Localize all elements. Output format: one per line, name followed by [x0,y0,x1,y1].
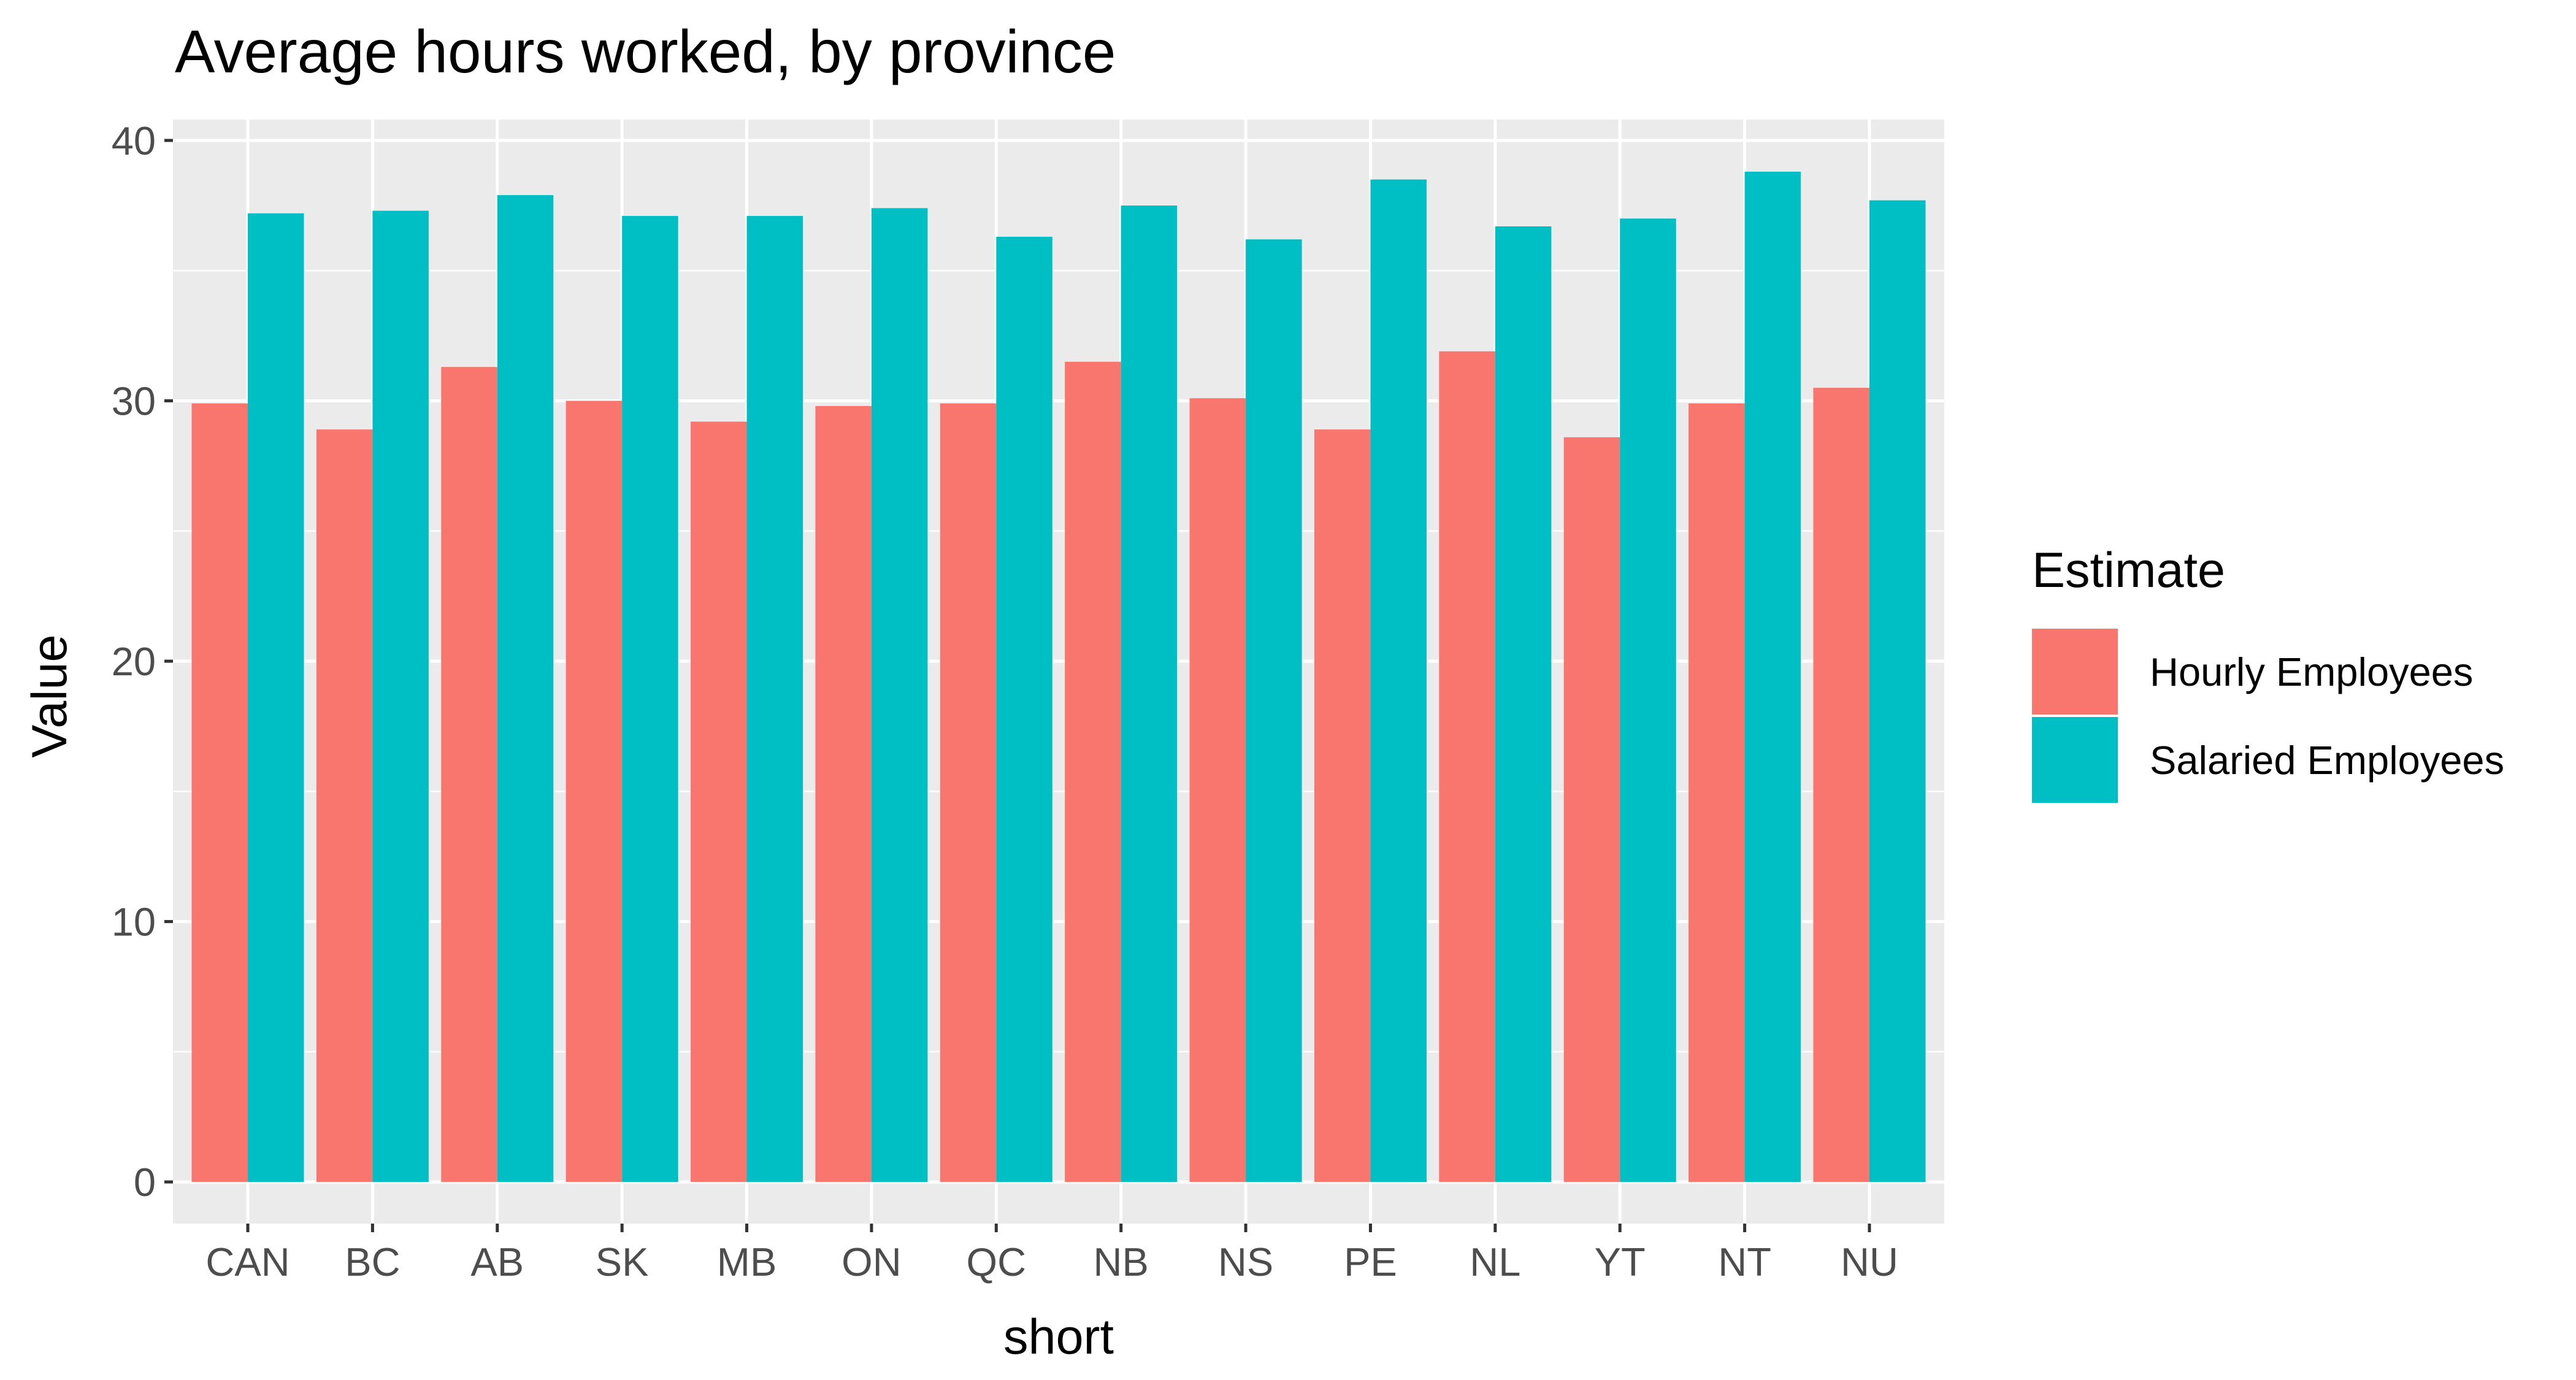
x-tick-label: NT [1718,1240,1771,1284]
x-tick-label: YT [1595,1240,1646,1284]
bar [1370,179,1427,1183]
bar [1563,437,1620,1183]
bar [1314,429,1371,1183]
x-tick-label: NL [1470,1240,1520,1284]
bar [1869,200,1926,1183]
x-axis: CAN BC AB SK MB ON QC NB NS PE NL YT NT NU [205,1224,1898,1284]
chart-title: Average hours worked, by province [175,18,1116,85]
y-tick-label: 40 [112,118,156,163]
bar [1439,351,1495,1183]
bar [871,208,928,1183]
legend-label: Hourly Employees [2150,650,2473,694]
y-tick-label: 30 [112,378,156,423]
legend: Estimate Hourly Employees Salaried Employ… [2032,543,2504,803]
bar [1689,403,1745,1183]
bar [940,403,997,1183]
bars [191,171,1926,1183]
bar [622,216,678,1183]
y-tick-label: 10 [112,900,156,945]
x-tick-label: ON [841,1240,902,1284]
bar [1065,361,1121,1183]
bar [1620,218,1676,1183]
x-axis-title: short [1003,1309,1114,1365]
bar [1189,398,1246,1183]
bar [746,216,803,1183]
legend-key [2032,629,2118,715]
x-tick-label: CAN [205,1240,289,1284]
bar [1813,388,1869,1183]
bar [248,213,304,1183]
x-tick-label: NS [1218,1240,1273,1284]
bar [1121,205,1178,1183]
y-tick-label: 0 [134,1160,156,1205]
bar [1246,239,1302,1183]
y-axis: 0 10 20 30 40 [112,118,173,1205]
legend-key [2032,717,2118,803]
plot-panel [173,120,1944,1224]
bar [497,195,554,1183]
x-tick-label: BC [345,1240,400,1284]
bar [191,403,248,1183]
bar [691,421,747,1183]
bar [441,367,497,1183]
bar [1495,226,1552,1183]
x-tick-label: SK [596,1240,649,1284]
bar [372,210,429,1183]
bar [815,405,872,1183]
x-tick-label: MB [717,1240,777,1284]
x-tick-label: NB [1094,1240,1149,1284]
legend-label: Salaried Employees [2150,738,2504,783]
y-tick-label: 20 [112,639,156,684]
x-tick-label: PE [1344,1240,1397,1284]
legend-title: Estimate [2032,543,2225,598]
bar [996,237,1052,1183]
bar [1744,171,1801,1183]
x-tick-label: AB [470,1240,524,1284]
bar [316,429,373,1183]
bar [565,401,623,1183]
x-tick-label: QC [967,1240,1027,1284]
y-axis-title: Value [22,634,77,757]
x-tick-label: NU [1841,1240,1898,1284]
